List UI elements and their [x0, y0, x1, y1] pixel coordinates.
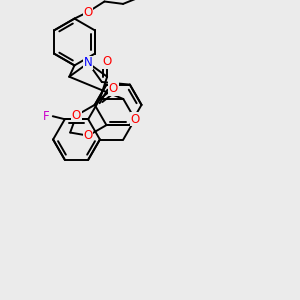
Text: N: N [84, 56, 93, 70]
Text: F: F [43, 110, 50, 123]
Text: O: O [84, 129, 93, 142]
Text: F: F [43, 110, 50, 123]
Text: O: O [84, 129, 93, 142]
Text: O: O [103, 55, 112, 68]
Text: O: O [130, 113, 140, 126]
Text: O: O [109, 82, 118, 95]
Text: O: O [72, 109, 81, 122]
Text: O: O [109, 82, 118, 95]
Text: O: O [130, 113, 140, 126]
Text: O: O [103, 55, 112, 68]
Text: O: O [83, 5, 93, 19]
Text: O: O [72, 109, 81, 122]
Text: N: N [84, 56, 93, 70]
Text: O: O [83, 5, 93, 19]
